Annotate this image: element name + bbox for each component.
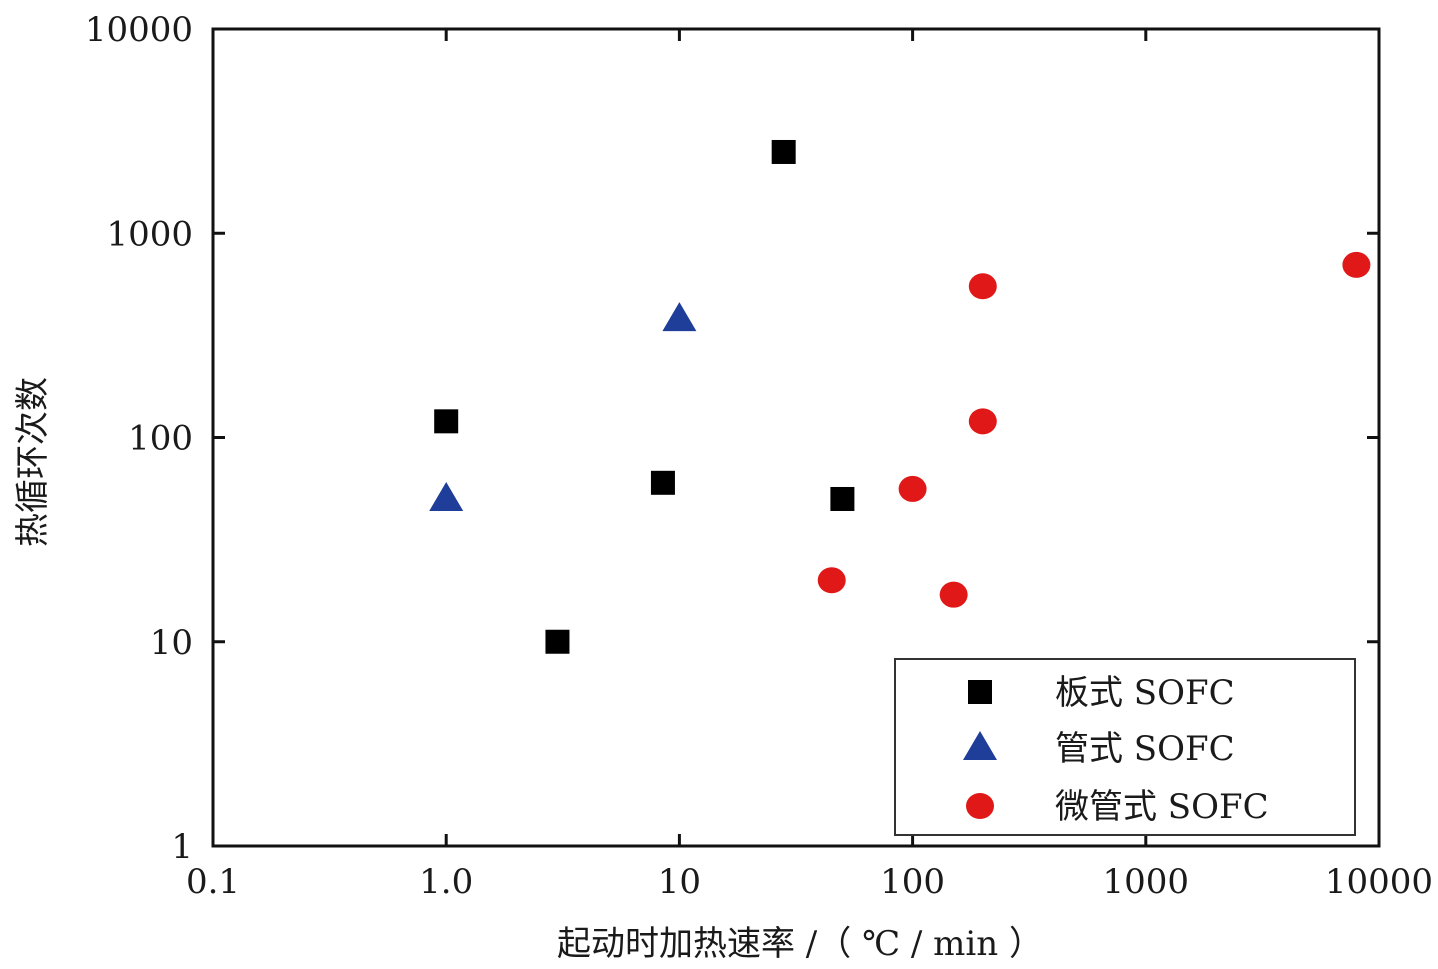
- data-point-square: [545, 629, 570, 654]
- legend-marker-circle: [966, 793, 994, 819]
- y-tick-label: 1: [171, 827, 193, 867]
- data-point-square: [434, 409, 459, 434]
- legend-label: 管式 SOFC: [1055, 729, 1235, 769]
- x-tick-label: 10000: [1325, 862, 1433, 902]
- y-tick-label: 10000: [85, 10, 193, 50]
- data-point-triangle: [429, 481, 464, 511]
- data-point-circle: [898, 475, 927, 502]
- legend-marker-triangle: [963, 731, 997, 760]
- axis-tick-labels: 0.1 1.0 10 100 1000 10000 1 10 100 1000 10000: [85, 10, 1433, 902]
- data-point-square: [771, 139, 796, 164]
- x-tick-label: 1.0: [419, 862, 473, 902]
- data-point-square: [650, 470, 675, 495]
- x-tick-label: 100: [880, 862, 945, 902]
- x-tick-label: 10: [658, 862, 701, 902]
- data-point-square: [830, 486, 855, 511]
- x-tick-label: 0.1: [186, 862, 240, 902]
- data-point-circle: [968, 273, 997, 300]
- legend-label: 板式 SOFC: [1055, 673, 1235, 713]
- x-axis-title: 起动时加热速率 /（ ℃ / min ）: [557, 924, 1043, 964]
- legend: 板式 SOFC 管式 SOFC 微管式 SOFC: [894, 658, 1356, 836]
- y-axis-title: 热循环次数: [13, 377, 53, 547]
- y-tick-label: 100: [128, 419, 193, 459]
- y-tick-label: 1000: [106, 214, 193, 254]
- data-points: [429, 139, 1371, 654]
- data-point-circle: [939, 581, 968, 608]
- data-point-triangle: [662, 302, 697, 332]
- y-tick-label: 10: [150, 623, 193, 663]
- legend-label: 微管式 SOFC: [1055, 787, 1269, 827]
- data-point-circle: [968, 408, 997, 435]
- data-point-circle: [1342, 251, 1371, 278]
- x-tick-label: 1000: [1103, 862, 1190, 902]
- data-point-circle: [817, 567, 846, 594]
- legend-marker-square: [968, 680, 992, 704]
